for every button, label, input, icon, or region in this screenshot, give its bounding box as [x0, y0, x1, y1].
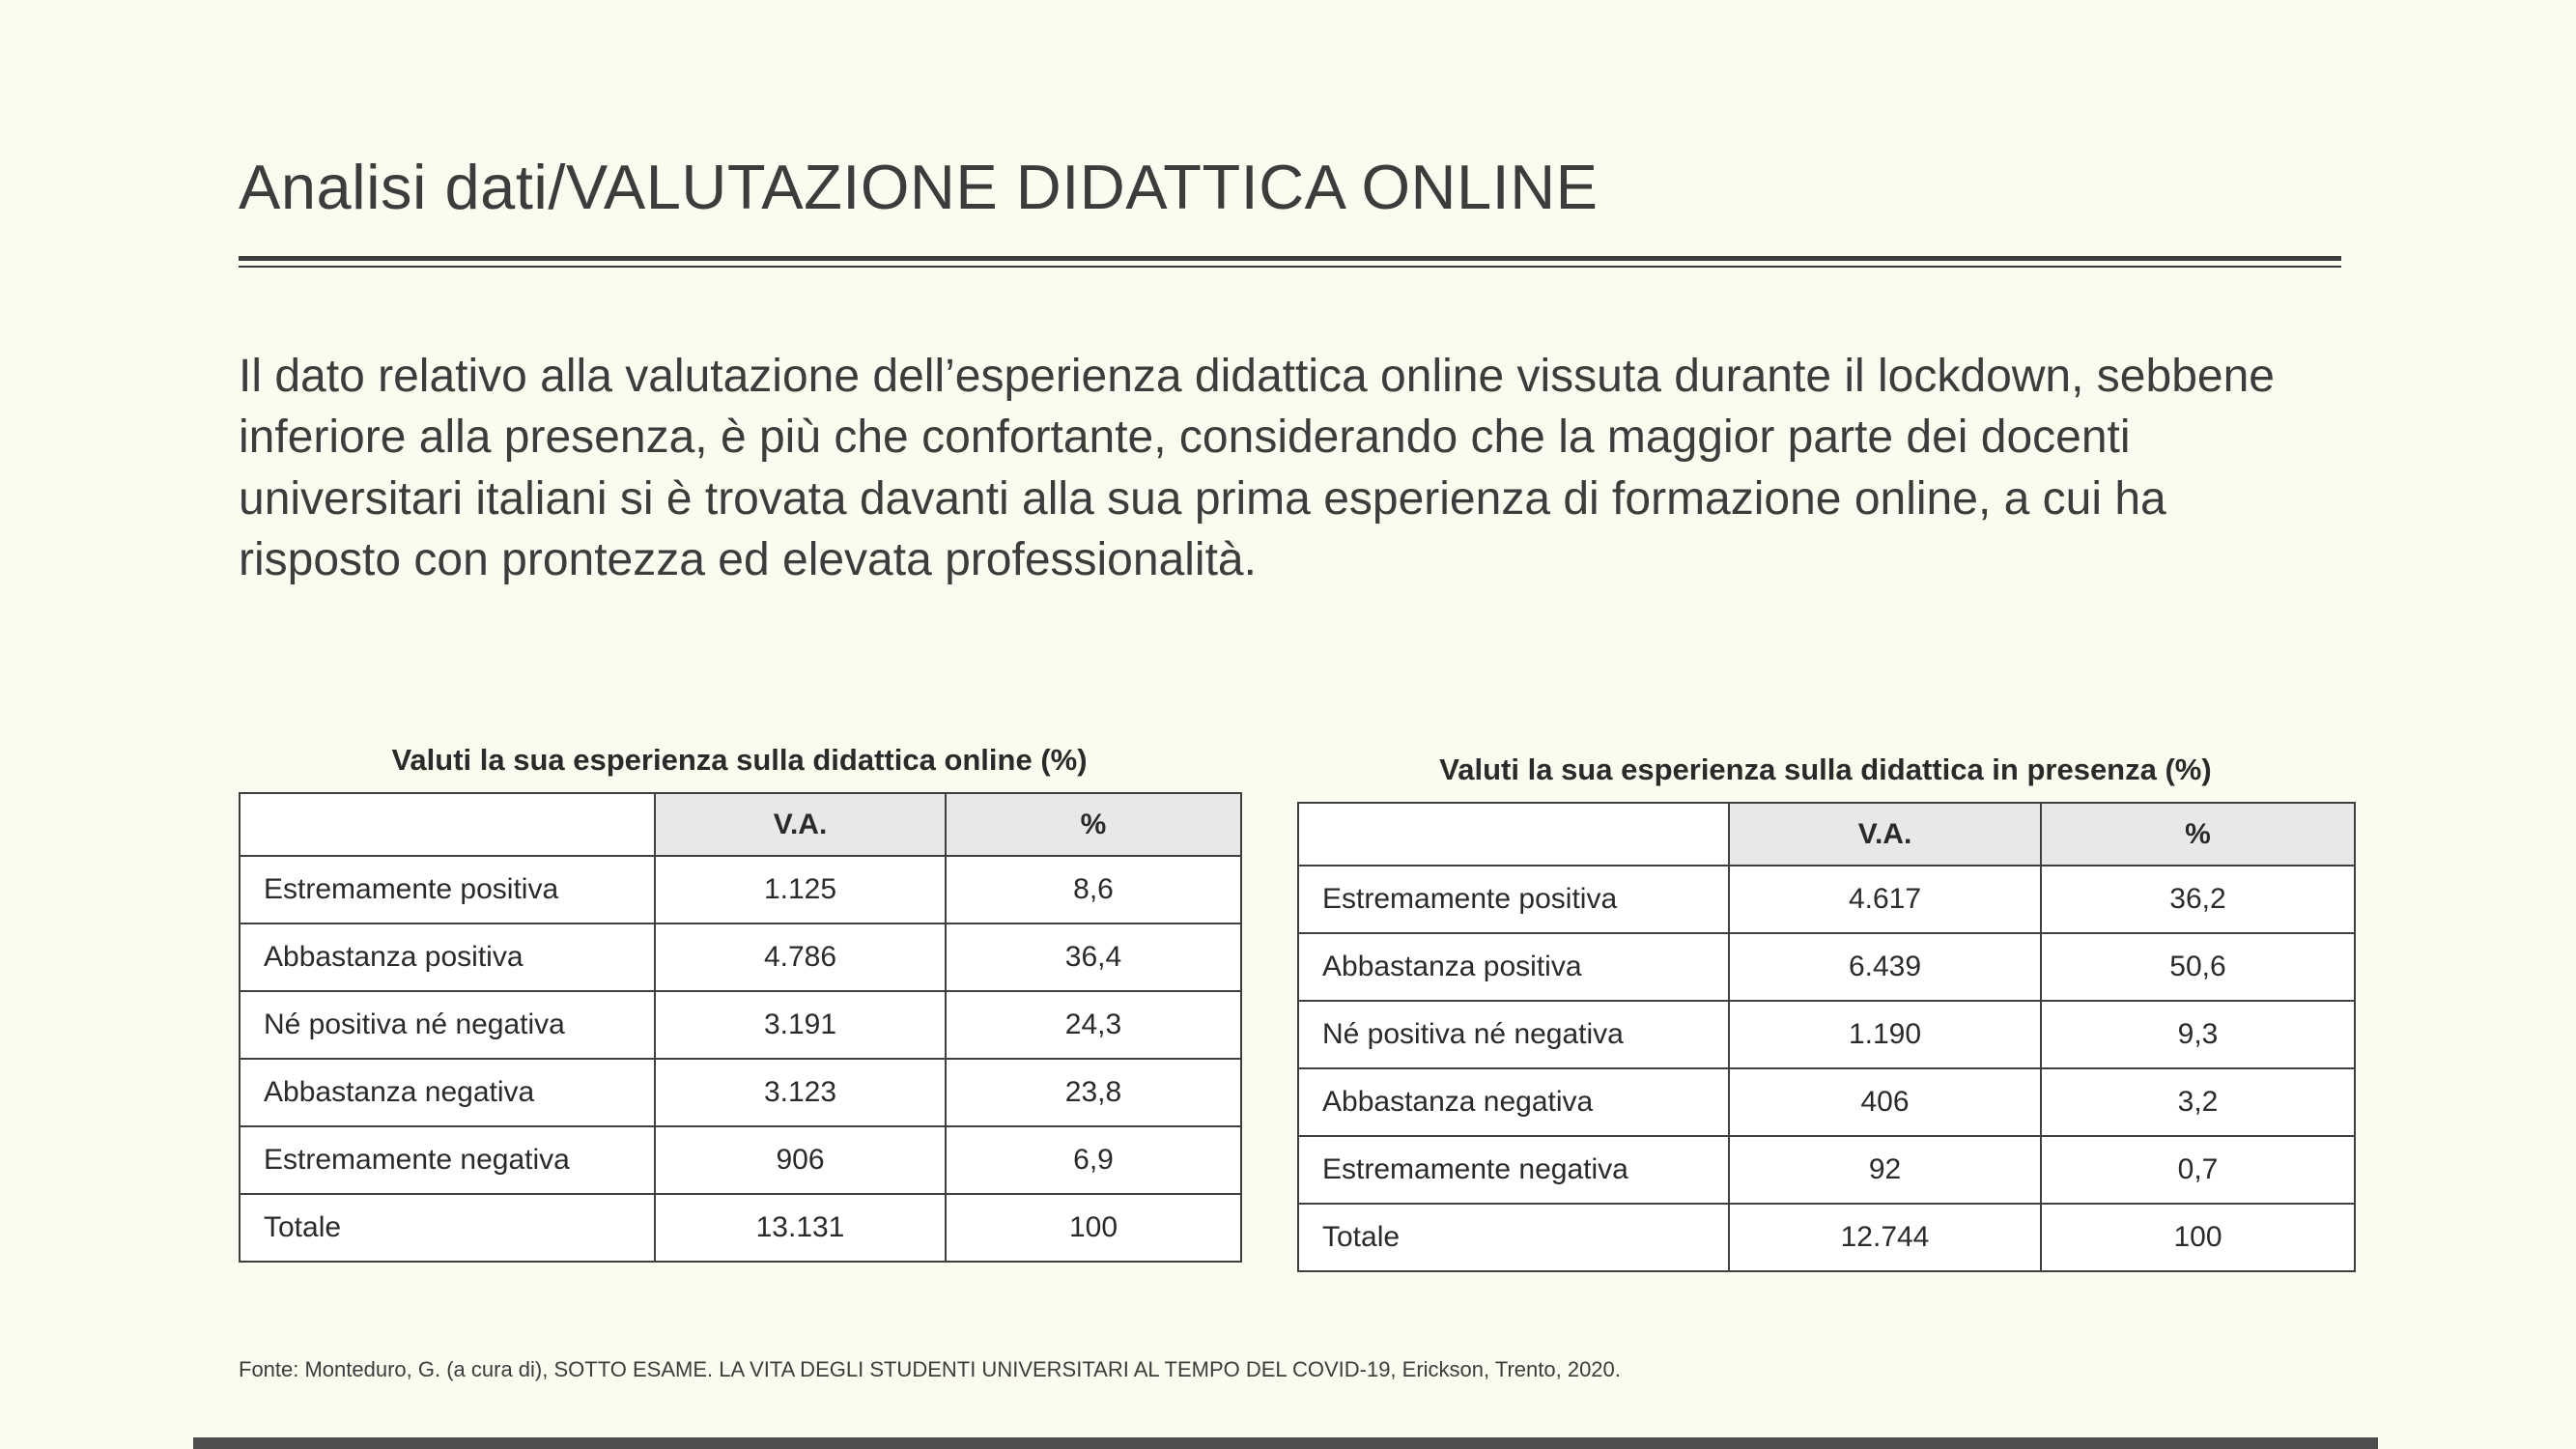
table-header-row: V.A. %	[1297, 802, 2356, 867]
row-label: Abbastanza positiva	[239, 923, 656, 992]
table-row: Estremamente negativa 906 6,9	[239, 1125, 1242, 1195]
row-va: 92	[1728, 1135, 2042, 1205]
row-label: Totale	[1297, 1203, 1730, 1272]
row-pct: 100	[945, 1193, 1242, 1263]
table-online: V.A. % Estremamente positiva 1.125 8,6 A…	[239, 792, 1242, 1263]
table-row: Estremamente positiva 1.125 8,6	[239, 855, 1242, 924]
body-paragraph: Il dato relativo alla valutazione dell’e…	[239, 351, 2275, 586]
source-note: Fonte: Monteduro, G. (a cura di), SOTTO …	[239, 1357, 1621, 1381]
table-row: Estremamente negativa 92 0,7	[1297, 1135, 2356, 1205]
row-pct: 36,2	[2040, 865, 2356, 934]
table-row: Abbastanza negativa 406 3,2	[1297, 1067, 2356, 1137]
row-pct: 6,9	[945, 1125, 1242, 1195]
row-label: Abbastanza negativa	[239, 1058, 656, 1127]
column-header-va: V.A.	[1728, 802, 2042, 867]
row-label: Abbastanza positiva	[1297, 932, 1730, 1002]
row-label: Abbastanza negativa	[1297, 1067, 1730, 1137]
row-va: 4.617	[1728, 865, 2042, 934]
table-row: Né positiva né negativa 3.191 24,3	[239, 990, 1242, 1060]
row-pct: 0,7	[2040, 1135, 2356, 1205]
row-label: Estremamente negativa	[239, 1125, 656, 1195]
row-va: 6.439	[1728, 932, 2042, 1002]
corner-cell	[1297, 802, 1730, 867]
table-row: Abbastanza positiva 6.439 50,6	[1297, 932, 2356, 1002]
row-va: 906	[654, 1125, 947, 1195]
table-title-online: Valuti la sua esperienza sulla didattica…	[391, 743, 1088, 777]
row-pct: 24,3	[945, 990, 1242, 1060]
row-pct: 3,2	[2040, 1067, 2356, 1137]
row-label: Né positiva né negativa	[1297, 1000, 1730, 1069]
row-pct: 9,3	[2040, 1000, 2356, 1069]
table-row: Estremamente positiva 4.617 36,2	[1297, 865, 2356, 934]
row-label: Totale	[239, 1193, 656, 1263]
bottom-divider-bar	[193, 1437, 2378, 1449]
column-header-pct: %	[2040, 802, 2356, 867]
table-row: Abbastanza negativa 3.123 23,8	[239, 1058, 1242, 1127]
table-row-total: Totale 12.744 100	[1297, 1203, 2356, 1272]
row-va: 1.125	[654, 855, 947, 924]
table-row-total: Totale 13.131 100	[239, 1193, 1242, 1263]
row-pct: 8,6	[945, 855, 1242, 924]
table-block-presenza: Valuti la sua esperienza sulla didattica…	[1297, 753, 2356, 1272]
row-label: Estremamente positiva	[1297, 865, 1730, 934]
row-pct: 50,6	[2040, 932, 2356, 1002]
slide-title: Analisi dati/VALUTAZIONE DIDATTICA ONLIN…	[239, 152, 1599, 222]
column-header-va: V.A.	[654, 792, 947, 857]
table-row: Abbastanza positiva 4.786 36,4	[239, 923, 1242, 992]
row-label: Né positiva né negativa	[239, 990, 656, 1060]
row-pct: 36,4	[945, 923, 1242, 992]
corner-cell	[239, 792, 656, 857]
table-block-online: Valuti la sua esperienza sulla didattica…	[239, 743, 1242, 1263]
row-va: 12.744	[1728, 1203, 2042, 1272]
row-va: 13.131	[654, 1193, 947, 1263]
column-header-pct: %	[945, 792, 1242, 857]
row-pct: 23,8	[945, 1058, 1242, 1127]
title-divider	[239, 256, 2341, 268]
table-presenza: V.A. % Estremamente positiva 4.617 36,2 …	[1297, 802, 2356, 1272]
row-label: Estremamente positiva	[239, 855, 656, 924]
row-va: 1.190	[1728, 1000, 2042, 1069]
row-va: 406	[1728, 1067, 2042, 1137]
table-row: Né positiva né negativa 1.190 9,3	[1297, 1000, 2356, 1069]
table-title-presenza: Valuti la sua esperienza sulla didattica…	[1439, 753, 2212, 786]
row-va: 4.786	[654, 923, 947, 992]
row-va: 3.123	[654, 1058, 947, 1127]
row-label: Estremamente negativa	[1297, 1135, 1730, 1205]
table-header-row: V.A. %	[239, 792, 1242, 857]
row-pct: 100	[2040, 1203, 2356, 1272]
row-va: 3.191	[654, 990, 947, 1060]
